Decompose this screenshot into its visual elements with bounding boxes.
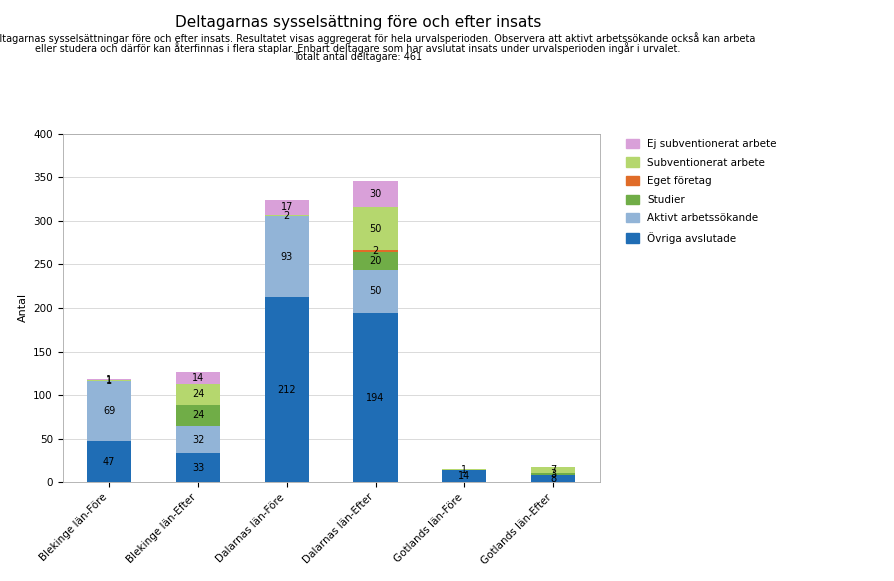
Bar [175,425,220,453]
Text: 1: 1 [106,375,112,385]
Text: 20: 20 [369,256,382,266]
Bar [175,404,220,425]
Bar [353,207,397,250]
Bar [353,270,397,313]
Text: 32: 32 [191,435,204,444]
Text: 212: 212 [277,385,296,395]
Bar [353,250,397,252]
Bar [265,216,308,297]
Bar [530,475,575,482]
Text: 50: 50 [369,286,382,296]
Text: 14: 14 [458,471,470,481]
Text: Deltagarnas sysselsättning före och efter insats: Deltagarnas sysselsättning före och efte… [174,15,541,30]
Bar [265,200,308,214]
Bar [87,381,131,442]
Text: 3: 3 [550,469,555,479]
Text: 50: 50 [369,224,382,234]
Bar [530,467,575,473]
Text: eller studera och därför kan återfinnas i flera staplar. Enbart deltagare som ha: eller studera och därför kan återfinnas … [35,42,680,53]
Text: 1: 1 [460,465,467,475]
Legend: Ej subventionerat arbete, Subventionerat arbete, Eget företag, Studier, Aktivt a: Ej subventionerat arbete, Subventionerat… [626,139,776,243]
Bar [353,313,397,482]
Bar [175,383,220,404]
Bar [353,252,397,270]
Text: 33: 33 [191,463,204,473]
Bar [87,379,131,380]
Text: 69: 69 [103,406,115,416]
Text: 47: 47 [103,457,115,467]
Text: 93: 93 [281,252,292,262]
Text: 8: 8 [550,474,555,484]
Text: 2: 2 [372,246,378,256]
Text: 17: 17 [280,202,292,212]
Bar [530,473,575,475]
Y-axis label: Antal: Antal [18,293,28,322]
Bar [442,469,486,470]
Bar [353,181,397,207]
Text: Visar deltagarnas sysselsättningar före och efter insats. Resultatet visas aggre: Visar deltagarnas sysselsättningar före … [0,32,755,44]
Text: 24: 24 [191,389,204,399]
Bar [175,453,220,482]
Bar [442,470,486,482]
Text: 1: 1 [106,376,112,386]
Text: 7: 7 [549,465,555,475]
Bar [265,215,308,217]
Text: 2: 2 [283,210,290,221]
Bar [265,297,308,482]
Text: 24: 24 [191,410,204,420]
Text: Totalt antal deltagare: 461: Totalt antal deltagare: 461 [293,52,422,62]
Text: 194: 194 [366,393,384,403]
Text: 30: 30 [369,189,381,199]
Bar [87,442,131,482]
Bar [87,380,131,381]
Text: 14: 14 [191,372,204,383]
Bar [175,372,220,383]
